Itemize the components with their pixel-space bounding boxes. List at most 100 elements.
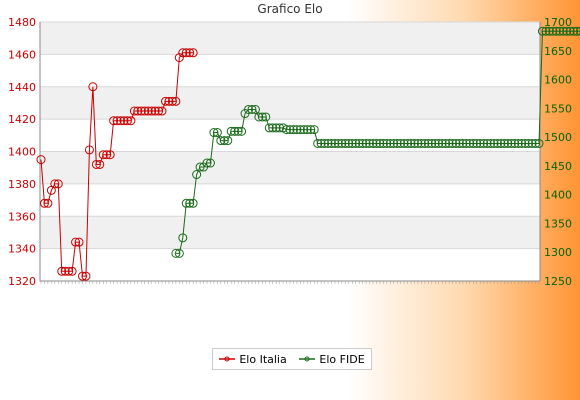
point-italia <box>64 266 74 276</box>
point-fide <box>572 26 580 36</box>
y-tick-right: 1300 <box>544 246 572 259</box>
point-fide <box>316 138 326 148</box>
point-fide <box>513 138 523 148</box>
point-fide <box>520 138 530 148</box>
point-italia <box>98 150 108 160</box>
point-italia <box>91 159 101 169</box>
point-fide <box>181 198 191 208</box>
point-italia <box>43 198 53 208</box>
y-tick-right: 1500 <box>544 131 572 144</box>
point-italia <box>57 266 67 276</box>
point-fide <box>178 233 188 243</box>
point-fide <box>275 123 285 133</box>
point-fide <box>192 170 202 180</box>
point-fide <box>282 125 292 135</box>
point-fide <box>302 125 312 135</box>
point-italia <box>161 96 170 106</box>
point-fide <box>375 138 385 148</box>
point-italia <box>188 48 198 58</box>
point-fide <box>517 138 527 148</box>
point-fide <box>333 138 343 148</box>
point-fide <box>330 138 340 148</box>
legend-item-fide: Elo FIDE <box>299 352 365 366</box>
point-italia <box>74 237 84 247</box>
point-fide <box>361 138 371 148</box>
point-fide <box>544 26 554 36</box>
point-fide <box>188 198 198 208</box>
point-fide <box>441 138 451 148</box>
point-fide <box>389 138 399 148</box>
point-fide <box>299 125 309 135</box>
point-fide <box>264 123 274 133</box>
plot-band <box>40 248 540 281</box>
point-fide <box>551 26 561 36</box>
y-tick-right: 1450 <box>544 160 572 173</box>
point-fide <box>506 138 516 148</box>
point-fide <box>202 158 212 168</box>
point-italia <box>95 159 105 169</box>
point-fide <box>320 138 330 148</box>
plot-band <box>40 54 540 87</box>
point-fide <box>558 26 568 36</box>
chart-title: Grafico Elo <box>257 2 323 16</box>
point-fide <box>306 125 316 135</box>
point-fide <box>423 138 433 148</box>
point-fide <box>378 138 388 148</box>
point-italia <box>88 82 98 92</box>
plot-band <box>40 216 540 249</box>
point-fide <box>247 104 257 114</box>
point-fide <box>496 138 506 148</box>
point-fide <box>351 138 361 148</box>
point-fide <box>434 138 444 148</box>
point-italia <box>164 96 174 106</box>
point-italia <box>84 145 94 155</box>
legend-label-italia: Elo Italia <box>239 352 287 366</box>
point-fide <box>323 138 333 148</box>
point-fide <box>285 125 295 135</box>
y-tick-left: 1480 <box>8 16 36 29</box>
point-italia <box>116 116 126 126</box>
y-tick-right: 1600 <box>544 74 572 87</box>
point-fide <box>230 126 240 136</box>
point-fide <box>396 138 406 148</box>
legend-label-fide: Elo FIDE <box>319 352 365 366</box>
y-tick-right: 1250 <box>544 275 572 288</box>
y-tick-left: 1460 <box>8 48 36 61</box>
legend: Elo Italia Elo FIDE <box>212 348 372 370</box>
point-fide <box>354 138 364 148</box>
point-italia <box>133 106 143 116</box>
plot-band <box>40 183 540 217</box>
point-fide <box>531 138 541 148</box>
point-fide <box>472 138 482 148</box>
point-fide <box>427 138 437 148</box>
point-fide <box>468 138 478 148</box>
point-fide <box>444 138 454 148</box>
y-tick-left: 1440 <box>8 81 36 94</box>
point-italia <box>126 116 136 126</box>
point-fide <box>406 138 416 148</box>
y-tick-right: 1400 <box>544 189 572 202</box>
y-tick-left: 1360 <box>8 210 36 223</box>
point-fide <box>541 26 551 36</box>
point-fide <box>569 26 579 36</box>
point-fide <box>465 138 475 148</box>
point-italia <box>178 48 188 58</box>
point-fide <box>209 128 219 138</box>
point-italia <box>53 179 63 189</box>
point-fide <box>416 138 426 148</box>
point-fide <box>268 123 278 133</box>
point-fide <box>537 26 547 36</box>
point-fide <box>171 248 181 258</box>
point-fide <box>254 112 264 122</box>
point-fide <box>365 138 375 148</box>
point-fide <box>288 125 298 135</box>
y-tick-right: 1350 <box>544 217 572 230</box>
point-fide <box>475 138 485 148</box>
point-fide <box>489 138 499 148</box>
point-fide <box>205 158 215 168</box>
point-fide <box>524 138 534 148</box>
legend-item-italia: Elo Italia <box>219 352 287 366</box>
point-italia <box>143 106 153 116</box>
point-fide <box>212 128 222 138</box>
plot-band <box>40 22 540 55</box>
